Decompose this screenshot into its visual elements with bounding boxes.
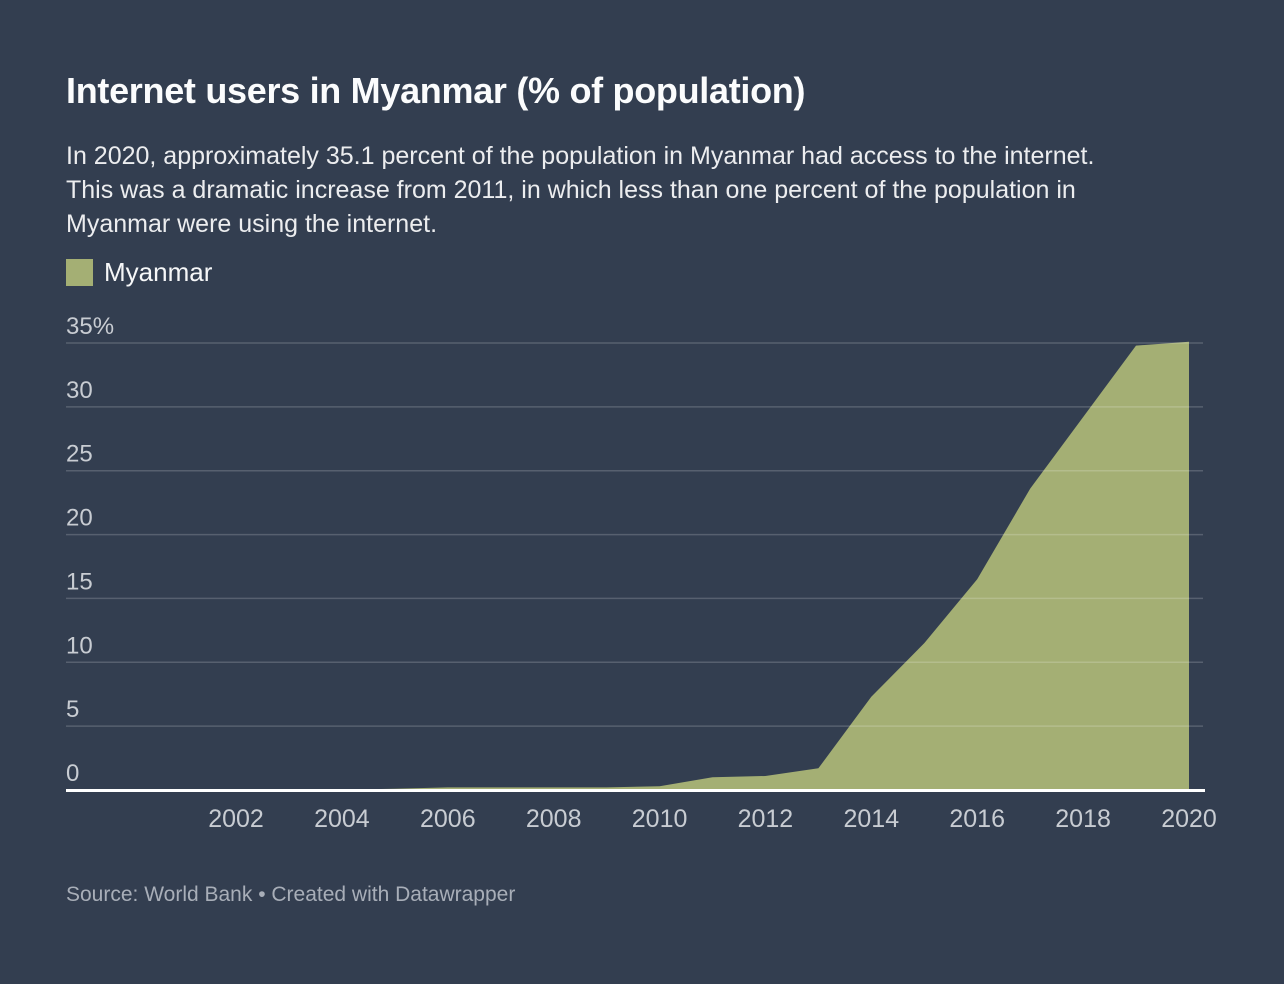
chart-title: Internet users in Myanmar (% of populati…	[66, 70, 806, 111]
y-axis-label: 0	[66, 760, 79, 787]
description-line: In 2020, approximately 35.1 percent of t…	[66, 142, 1095, 170]
area-series-myanmar[interactable]	[130, 341, 1190, 790]
y-axis-label: 35%	[66, 313, 114, 340]
description-line: Myanmar were using the internet.	[66, 210, 438, 238]
y-axis-label: 30	[66, 377, 93, 404]
x-axis-label: 2002	[208, 805, 264, 833]
x-axis-label: 2016	[949, 805, 1005, 833]
y-axis-label: 20	[66, 505, 93, 532]
chart-description: In 2020, approximately 35.1 percent of t…	[66, 139, 1094, 241]
legend-swatch-icon	[66, 259, 93, 286]
legend-label: Myanmar	[104, 257, 213, 287]
datawrapper-credit-link[interactable]: Datawrapper	[395, 883, 516, 906]
legend: Myanmar	[66, 257, 212, 288]
y-axis-label: 25	[66, 441, 93, 468]
source-line: Source: World Bank • Created with Datawr…	[66, 883, 515, 907]
y-axis-label: 10	[66, 632, 93, 659]
source-text: Source: World Bank • Created with	[66, 883, 396, 906]
y-axis-label: 5	[66, 696, 79, 723]
x-axis-label: 2012	[738, 805, 794, 833]
x-axis-label: 2018	[1055, 805, 1111, 833]
x-axis-label: 2010	[632, 805, 688, 833]
y-axis-label: 15	[66, 568, 93, 595]
x-axis-label: 2020	[1161, 805, 1217, 833]
x-axis-label: 2004	[314, 805, 370, 833]
description-line: This was a dramatic increase from 2011, …	[66, 176, 1076, 204]
x-axis-label: 2006	[420, 805, 476, 833]
x-axis-label: 2008	[526, 805, 582, 833]
x-axis-label: 2014	[843, 805, 899, 833]
